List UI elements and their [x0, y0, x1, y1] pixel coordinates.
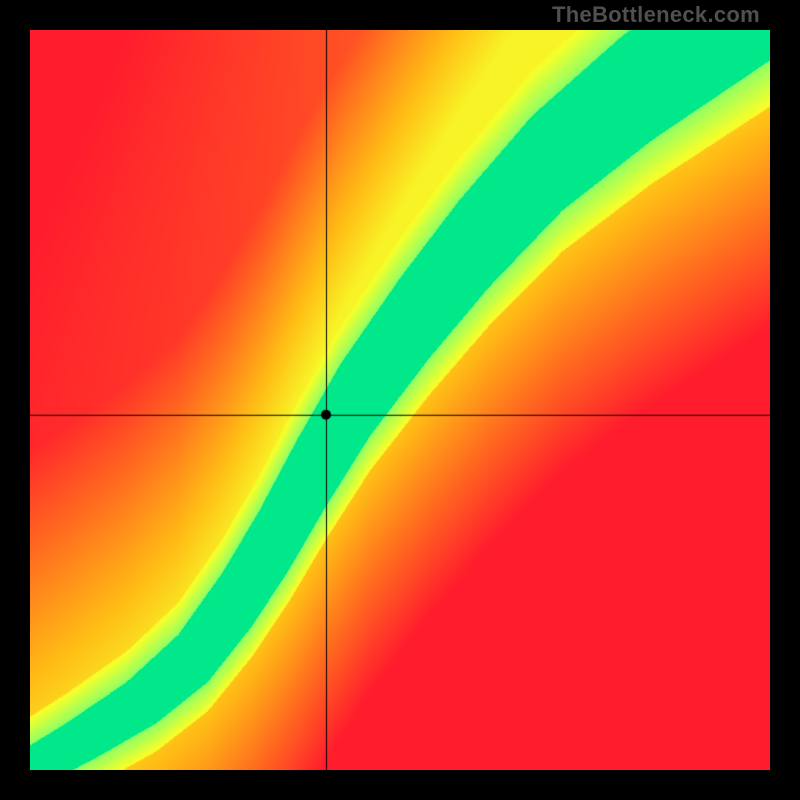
chart-container: TheBottleneck.com: [0, 0, 800, 800]
bottleneck-heatmap: [30, 30, 770, 770]
watermark-text: TheBottleneck.com: [552, 2, 760, 28]
